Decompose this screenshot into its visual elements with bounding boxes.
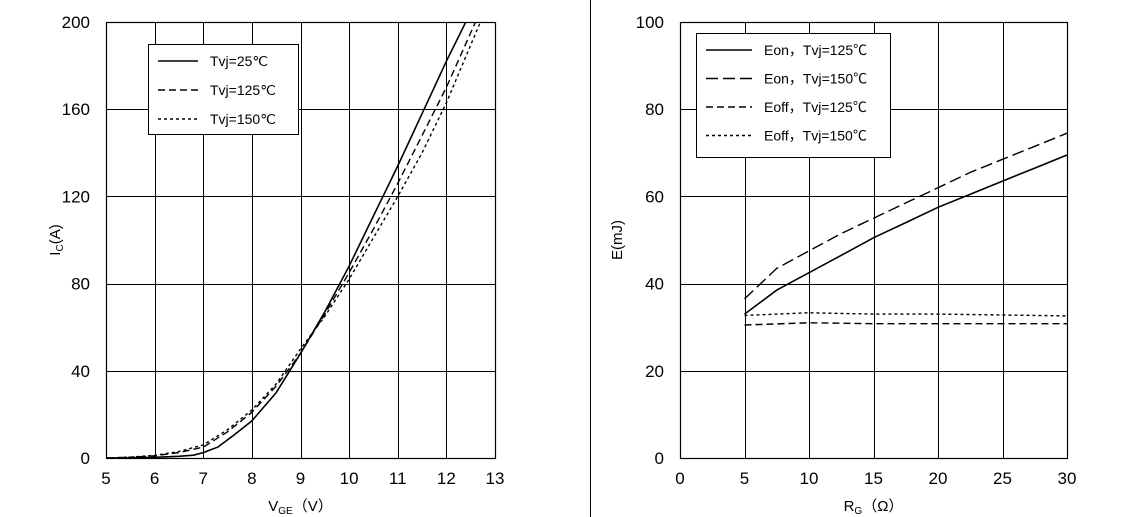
y-tick-label: 200 [62, 13, 90, 32]
x-tick-label: 5 [101, 469, 110, 488]
legend-label-4: Eoff，Tvj=150℃ [764, 128, 867, 144]
y-tick-label: 100 [636, 13, 664, 32]
y-axis-label: E(mJ) [609, 220, 626, 260]
series-line-3 [106, 22, 482, 458]
x-tick-label: 30 [1058, 469, 1077, 488]
x-tick-label: 8 [247, 469, 256, 488]
x-tick-label: 11 [389, 469, 407, 488]
legend-label-3: Eoff，Tvj=125℃ [764, 99, 867, 115]
x-tick-label: 25 [993, 469, 1012, 488]
series-line-4 [744, 312, 1067, 317]
x-tick-label: 10 [340, 469, 359, 488]
x-tick-label: 20 [929, 469, 948, 488]
plot-frame [679, 21, 1069, 460]
legend-label-3: Tvj=150℃ [210, 111, 276, 127]
legend: Eon，Tvj=125℃ Eon，Tvj=150℃ Eoff，Tvj=125℃ Eof… [696, 33, 891, 158]
y-tick-label: 40 [71, 362, 90, 381]
x-tick-label: 10 [800, 469, 819, 488]
chart-collector-current-vs-gate-voltage: 5 6 7 8 9 10 11 12 13 0 40 80 120 160 200 VGE（V） IC(A) Tv… [47, 13, 504, 517]
y-tick-label: 40 [645, 275, 664, 294]
x-tick-label: 5 [740, 469, 749, 488]
x-axis-label: RG（Ω） [844, 498, 904, 517]
y-tick-label: 80 [645, 100, 664, 119]
x-tick-label: 9 [296, 469, 305, 488]
series-line-3 [744, 322, 1067, 326]
series-line-2 [106, 22, 477, 458]
legend-label-2: Tvj=125℃ [210, 82, 276, 98]
y-tick-label: 80 [71, 275, 90, 294]
x-tick-label: 6 [150, 469, 159, 488]
y-axis-label: IC(A) [47, 224, 66, 255]
y-tick-label: 160 [62, 100, 90, 119]
x-axis-label: VGE（V） [268, 498, 332, 517]
y-tick-label: 0 [81, 449, 90, 468]
x-tick-label: 7 [199, 469, 208, 488]
y-tick-label: 20 [645, 362, 664, 381]
y-tick-label: 60 [645, 187, 664, 206]
x-tick-label: 12 [437, 469, 456, 488]
series-line-1 [106, 22, 467, 458]
y-tick-label: 0 [655, 449, 664, 468]
series-line-1 [744, 154, 1067, 315]
series-line-2 [744, 132, 1067, 300]
legend: Tvj=25℃ Tvj=125℃ Tvj=150℃ [148, 44, 299, 135]
y-tick-label: 120 [62, 187, 90, 206]
legend-label-1: Tvj=25℃ [210, 53, 268, 69]
x-tick-label: 15 [864, 469, 883, 488]
chart-switching-energy-vs-gate-resistance: 0 5 10 15 20 25 30 0 20 40 60 80 100 RG（Ω） E(mJ) Eon，Tv… [609, 13, 1076, 517]
plot-frame [105, 21, 497, 460]
legend-label-2: Eon，Tvj=150℃ [764, 71, 867, 87]
x-tick-label: 13 [486, 469, 505, 488]
legend-label-1: Eon，Tvj=125℃ [764, 42, 867, 58]
x-tick-label: 0 [675, 469, 684, 488]
legend-box [696, 33, 891, 158]
